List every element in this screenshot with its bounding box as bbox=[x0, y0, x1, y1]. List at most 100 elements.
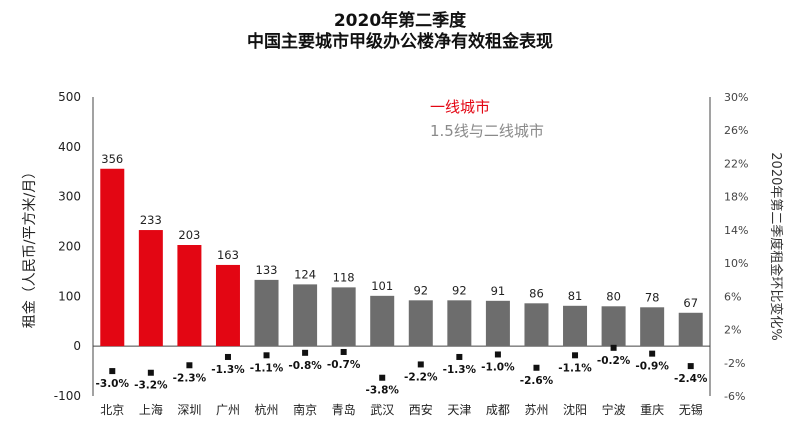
qoq-marker bbox=[379, 374, 386, 381]
qoq-marker bbox=[147, 369, 154, 376]
y-tick-label: 200 bbox=[58, 240, 81, 254]
y2-tick-label: 26% bbox=[724, 124, 748, 137]
x-tick-label: 武汉 bbox=[370, 403, 394, 417]
y-tick-label: 100 bbox=[58, 289, 81, 303]
bar bbox=[254, 279, 279, 347]
x-tick-label: 南京 bbox=[293, 402, 317, 417]
qoq-label: -1.1% bbox=[250, 362, 284, 374]
bar bbox=[138, 230, 163, 347]
x-tick-label: 北京 bbox=[100, 403, 124, 417]
qoq-label: -0.9% bbox=[635, 361, 669, 373]
y-tick-label: 300 bbox=[58, 190, 81, 204]
bar-value-label: 118 bbox=[333, 270, 355, 284]
y2-tick-label: 30% bbox=[724, 91, 748, 104]
y2-axis-title: 2020年第二季度租金环比变化% bbox=[768, 152, 784, 340]
x-tick-label: 无锡 bbox=[679, 402, 703, 417]
x-tick-label: 成都 bbox=[486, 403, 510, 417]
x-tick-label: 杭州 bbox=[255, 402, 279, 417]
legend-tier1: 一线城市 bbox=[430, 98, 490, 116]
x-tick-label: 重庆 bbox=[640, 403, 664, 417]
bar-value-label: 101 bbox=[371, 279, 393, 293]
x-tick-label: 深圳 bbox=[177, 403, 201, 417]
qoq-marker bbox=[649, 350, 656, 357]
qoq-marker bbox=[572, 352, 579, 359]
qoq-label: -1.1% bbox=[558, 362, 592, 374]
bar-value-label: 133 bbox=[256, 263, 278, 277]
bar-value-label: 203 bbox=[178, 228, 200, 242]
bar-value-label: 91 bbox=[491, 284, 506, 298]
bar bbox=[408, 300, 433, 347]
y2-tick-label: 2% bbox=[724, 324, 741, 337]
x-tick-label: 沈阳 bbox=[563, 402, 587, 417]
qoq-marker bbox=[263, 352, 270, 359]
bar-value-label: 80 bbox=[606, 289, 621, 303]
qoq-label: -2.6% bbox=[520, 375, 554, 387]
bar-value-label: 92 bbox=[413, 283, 428, 297]
y2-tick-label: 6% bbox=[724, 290, 741, 303]
bar bbox=[293, 284, 318, 347]
y2-tick-label: 14% bbox=[724, 224, 748, 237]
bar bbox=[601, 306, 626, 347]
bar-value-label: 67 bbox=[683, 296, 698, 310]
bar bbox=[177, 245, 202, 347]
bar-value-label: 78 bbox=[645, 290, 660, 304]
y-tick-label: 0 bbox=[73, 339, 81, 353]
bar bbox=[524, 303, 549, 347]
qoq-label: -0.7% bbox=[327, 359, 361, 371]
chart-title-line1: 2020年第二季度 bbox=[333, 11, 467, 31]
bar-value-label: 356 bbox=[101, 152, 123, 166]
qoq-label: -0.8% bbox=[288, 360, 322, 372]
y2-tick-label: 10% bbox=[724, 257, 748, 270]
qoq-label: -1.3% bbox=[211, 364, 245, 376]
x-tick-label: 上海 bbox=[139, 402, 163, 417]
bar bbox=[370, 295, 395, 347]
qoq-marker bbox=[302, 349, 309, 356]
qoq-label: -2.3% bbox=[173, 372, 207, 384]
y-axis-title: 租金（人民币/平方米/月） bbox=[22, 165, 38, 328]
bar bbox=[447, 300, 472, 347]
bar-value-label: 81 bbox=[568, 289, 583, 303]
qoq-label: -0.2% bbox=[597, 355, 631, 367]
qoq-label: -2.4% bbox=[674, 373, 708, 385]
bar-value-label: 124 bbox=[294, 267, 316, 281]
qoq-label: -1.0% bbox=[481, 361, 515, 373]
qoq-marker bbox=[456, 353, 463, 360]
qoq-marker bbox=[417, 361, 424, 368]
bar-value-label: 233 bbox=[140, 213, 162, 227]
bar bbox=[563, 305, 588, 347]
qoq-marker bbox=[494, 351, 501, 358]
qoq-marker bbox=[610, 344, 617, 351]
bar-value-label: 86 bbox=[529, 286, 544, 300]
y-tick-label: 500 bbox=[58, 90, 81, 104]
qoq-label: -3.8% bbox=[365, 385, 399, 397]
qoq-marker bbox=[224, 353, 231, 360]
y-tick-label: 400 bbox=[58, 140, 81, 154]
qoq-label: -3.0% bbox=[96, 378, 130, 390]
bar bbox=[678, 312, 703, 347]
x-tick-label: 苏州 bbox=[524, 403, 548, 417]
y2-tick-label: 22% bbox=[724, 157, 748, 170]
qoq-marker bbox=[533, 364, 540, 371]
y2-tick-label: 18% bbox=[724, 191, 748, 204]
qoq-marker bbox=[340, 348, 347, 355]
qoq-marker bbox=[109, 368, 116, 375]
bar bbox=[331, 287, 356, 347]
bar bbox=[100, 168, 125, 347]
qoq-label: -2.2% bbox=[404, 371, 438, 383]
x-tick-label: 青岛 bbox=[332, 402, 356, 417]
chart-title-line2: 中国主要城市甲级办公楼净有效租金表现 bbox=[247, 32, 553, 52]
y-tick-label: -100 bbox=[54, 389, 81, 403]
y2-tick-label: -2% bbox=[724, 357, 745, 370]
x-tick-label: 广州 bbox=[216, 403, 240, 417]
x-tick-label: 宁波 bbox=[602, 402, 626, 417]
qoq-label: -3.2% bbox=[134, 380, 168, 392]
bar-value-label: 163 bbox=[217, 248, 239, 262]
y2-tick-label: -6% bbox=[724, 390, 745, 403]
x-tick-label: 天津 bbox=[447, 403, 471, 417]
legend-tier2: 1.5线与二线城市 bbox=[430, 122, 544, 140]
qoq-label: -1.3% bbox=[443, 364, 477, 376]
bar bbox=[640, 307, 665, 347]
bar bbox=[485, 300, 510, 347]
